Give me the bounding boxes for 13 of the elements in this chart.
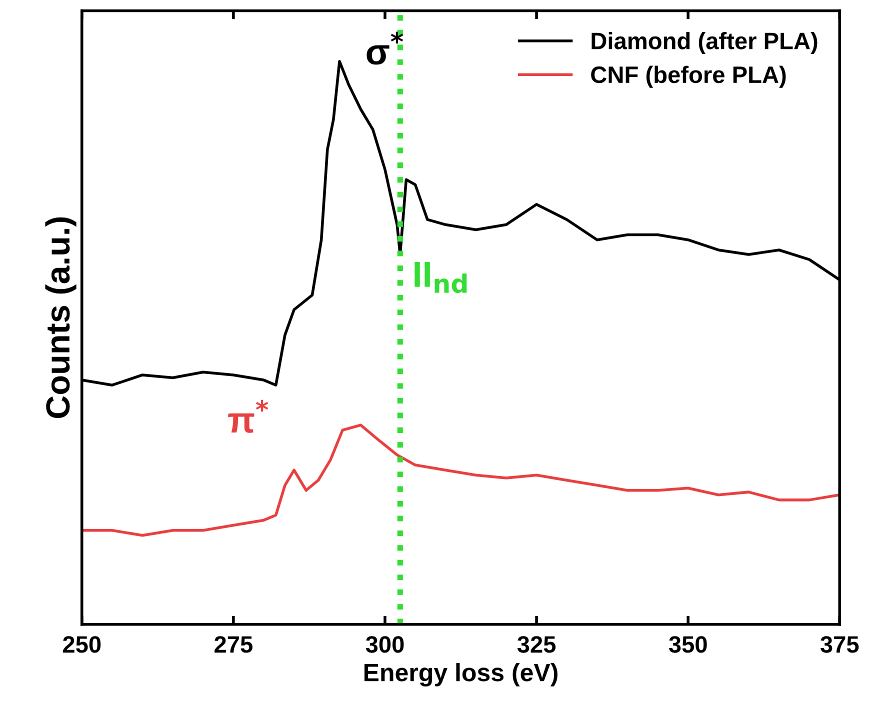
x-tick-label: 350 — [668, 636, 707, 653]
annotation: σ$^{*}$ — [366, 32, 404, 65]
legend-label: Diamond (after PLA) — [592, 32, 818, 54]
ref-line-label: II$_{nd}$ — [414, 262, 467, 294]
x-tick-label: 250 — [63, 636, 101, 653]
x-tick-label: 300 — [366, 636, 404, 653]
y-axis-title: Counts (a.u.) — [45, 217, 76, 418]
legend-label: CNF (before PLA) — [591, 66, 786, 88]
x-tick-label: 325 — [517, 636, 556, 653]
x-tick-label: 375 — [820, 636, 859, 653]
x-tick-label: 275 — [214, 636, 252, 653]
x-axis-title: Energy loss (eV) — [364, 663, 558, 686]
annotation: π$^{*}$ — [228, 400, 268, 433]
